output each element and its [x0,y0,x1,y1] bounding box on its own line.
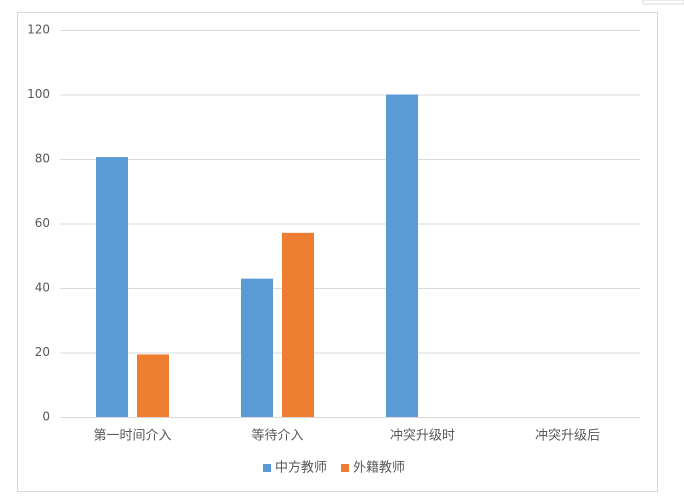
bar [241,278,273,417]
y-tick-label: 20 [35,345,50,359]
y-tick-label: 60 [35,216,50,230]
y-tick-label: 100 [27,87,50,101]
x-tick-label: 等待介入 [251,428,303,444]
x-tick-label: 第一时间介入 [93,429,171,444]
y-tick-label: 120 [27,23,50,37]
legend-label: 中方教师 [275,460,327,476]
bar [386,94,418,417]
bar [96,157,128,417]
legend-label: 外籍教师 [353,460,405,476]
y-tick-label: 40 [35,281,50,295]
x-tick-label: 冲突升级时 [390,428,455,444]
legend-swatch [341,464,350,472]
bar [282,232,314,417]
corner-handle [642,0,684,5]
bar [137,354,169,417]
x-tick-label: 冲突升级后 [535,428,600,444]
legend-swatch [263,464,271,472]
y-tick-label: 0 [42,410,50,424]
y-tick-label: 80 [35,152,50,166]
